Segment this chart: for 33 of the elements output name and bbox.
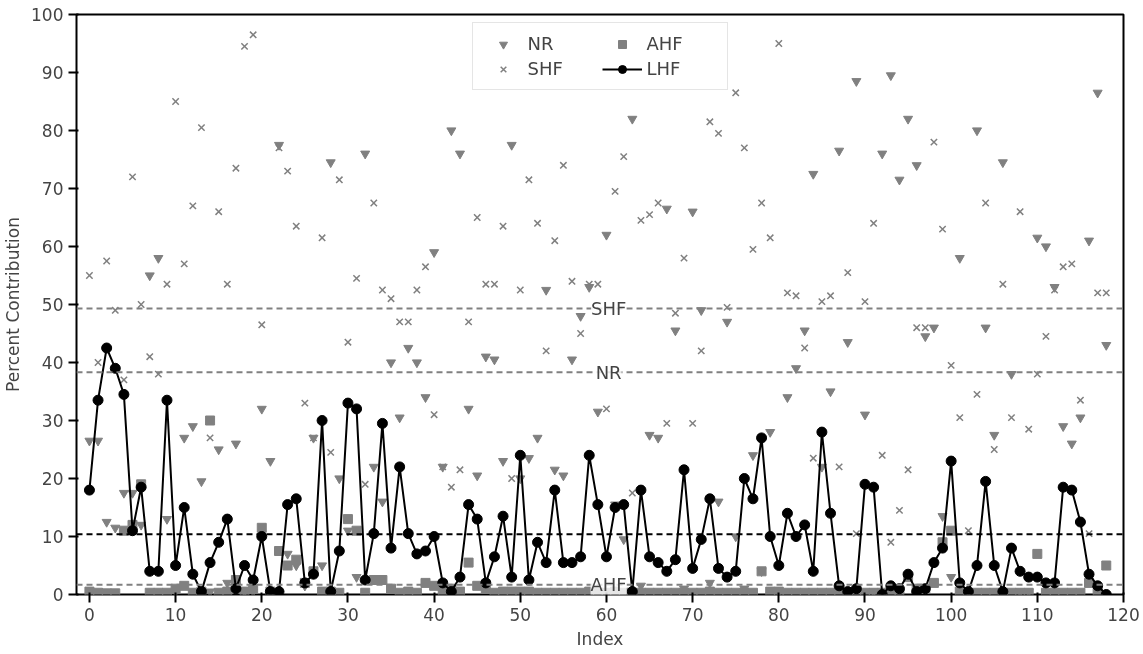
y-tick-label: 100 <box>31 5 64 25</box>
x-tick-label: 110 <box>1021 604 1054 625</box>
legend-label: AHF <box>646 33 684 54</box>
x-axis-title: Index <box>576 628 624 649</box>
x-tick-label: 100 <box>934 604 968 625</box>
x-tick-label: 10 <box>164 604 187 625</box>
legend-label: NR <box>527 33 555 54</box>
ref-line-label: AHF <box>590 574 627 596</box>
y-tick-label: 80 <box>41 121 64 141</box>
y-tick-label: 60 <box>41 237 64 257</box>
x-tick-label: 0 <box>84 604 95 625</box>
x-tick-label: 70 <box>681 604 704 625</box>
x-tick-label: 90 <box>854 604 876 625</box>
y-tick-label: 20 <box>41 469 64 489</box>
x-tick-label: 120 <box>1107 604 1140 625</box>
y-tick-label: 90 <box>41 63 64 83</box>
y-tick-label: 50 <box>41 295 64 315</box>
x-tick-label: 60 <box>595 604 618 625</box>
y-tick-label: 0 <box>52 585 64 605</box>
x-tick-label: 20 <box>250 604 273 625</box>
x-tick-label: 30 <box>337 604 359 625</box>
ref-line-label: SHF <box>590 298 627 320</box>
legend-label: SHF <box>527 58 564 79</box>
y-tick-label: 10 <box>41 527 64 547</box>
y-tick-label: 40 <box>41 353 64 373</box>
y-tick-label: 30 <box>41 411 64 431</box>
y-tick-label: 70 <box>41 179 64 199</box>
ref-line-label: NR <box>595 361 622 383</box>
x-tick-label: 80 <box>767 604 790 625</box>
x-tick-label: 40 <box>423 604 445 625</box>
x-tick-label: 50 <box>509 604 532 625</box>
y-axis-title: Percent Contribution <box>3 217 24 392</box>
legend-label: LHF <box>646 58 682 79</box>
